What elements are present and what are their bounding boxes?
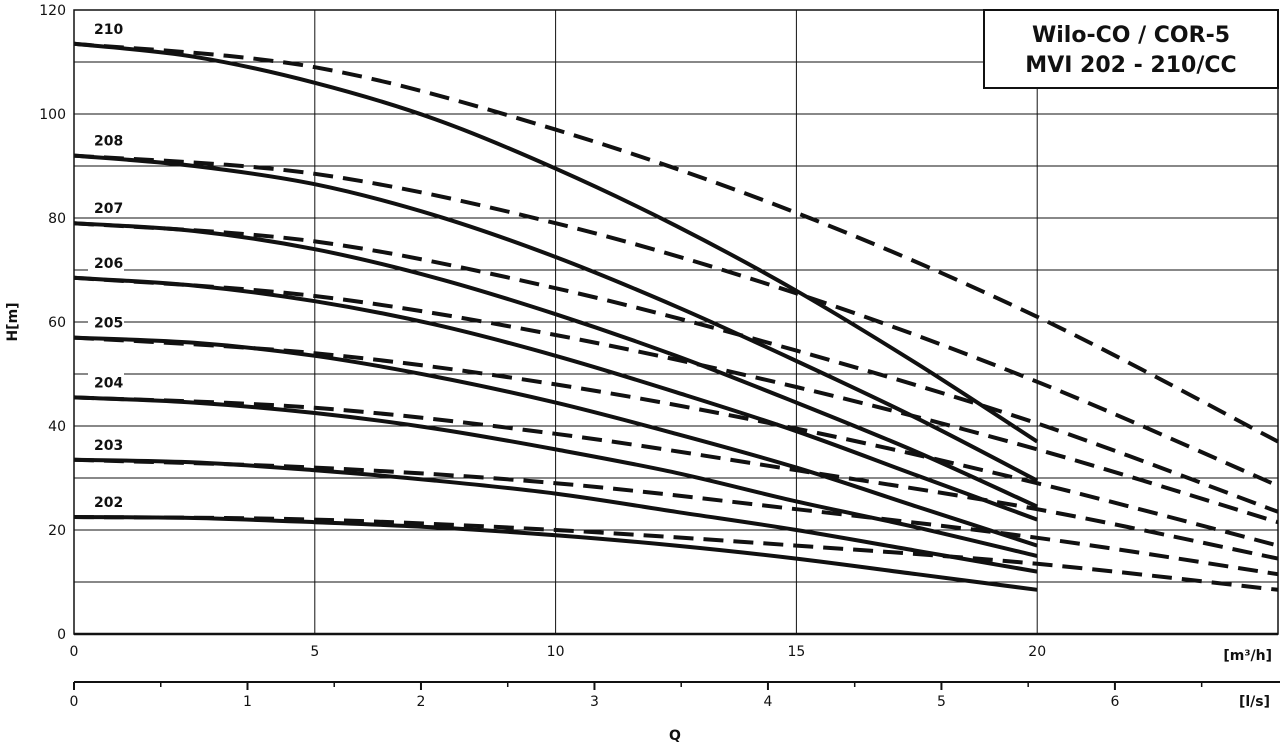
y-tick-label: 40 <box>48 419 66 435</box>
y-tick-label: 60 <box>48 315 66 331</box>
y-axis-ticks: 0 20 40 60 80 100 120 <box>39 3 66 643</box>
curve-label-203: 203 <box>94 438 123 454</box>
title-box-frame <box>983 9 1279 89</box>
y-tick-label: 20 <box>48 523 66 539</box>
curve-208-solid <box>73 153 1039 483</box>
curve-labels: 210 208 207 206 205 204 203 202 <box>88 19 124 511</box>
x-axis-unit-ls: [l/s] <box>1239 694 1270 710</box>
x-tick-label-ls: 3 <box>590 694 599 710</box>
curve-label-bg <box>88 435 124 453</box>
curve-205-solid <box>73 335 1038 548</box>
curve-205-dashed <box>73 335 1279 548</box>
y-axis-title: H[m] <box>5 302 21 341</box>
curve-label-207: 207 <box>94 201 123 217</box>
x-tick-label-m3h: 10 <box>547 644 565 660</box>
x-axis-unit-m3h: [m³/h] <box>1223 648 1272 664</box>
curve-207-dashed <box>73 221 1279 514</box>
x-tick-label-ls: 6 <box>1110 694 1119 710</box>
curve-204-dashed <box>73 395 1279 561</box>
curve-label-bg <box>88 253 124 271</box>
curve-202-solid <box>73 515 1038 592</box>
y-tick-label: 80 <box>48 211 66 227</box>
curve-label-208: 208 <box>94 134 123 150</box>
x-tick-label-ls: 5 <box>937 694 946 710</box>
x-tick-label-m3h: 20 <box>1028 644 1046 660</box>
curve-label-bg <box>88 373 124 391</box>
curve-label-204: 204 <box>94 375 123 391</box>
curve-label-bg <box>88 313 124 331</box>
y-tick-label: 0 <box>57 627 66 643</box>
curve-label-202: 202 <box>94 495 123 511</box>
curve-202-dashed <box>73 515 1279 592</box>
curve-203-dashed <box>73 457 1279 577</box>
chart-title-line-1: Wilo-CO / COR-5 <box>1032 23 1230 48</box>
curve-206-solid <box>73 275 1038 522</box>
grid <box>73 9 1279 636</box>
x-tick-label-ls: 2 <box>417 694 426 710</box>
curve-203-solid <box>73 457 1038 574</box>
curve-207-solid <box>73 221 1039 509</box>
x-tick-label-ls: 4 <box>763 694 772 710</box>
x-tick-label-m3h: 0 <box>70 644 79 660</box>
curve-label-bg <box>88 199 124 217</box>
chart-title-line-2: MVI 202 - 210/CC <box>1025 53 1236 78</box>
curve-label-bg <box>88 131 124 149</box>
x-axis-ticks-ls: 0 1 2 3 4 5 6 <box>70 682 1203 710</box>
curve-210-solid <box>73 41 1039 444</box>
curves <box>73 41 1279 592</box>
y-tick-label: 100 <box>39 107 66 123</box>
curve-label-bg <box>88 19 124 37</box>
curve-label-206: 206 <box>94 256 123 272</box>
curve-206-dashed <box>73 275 1279 525</box>
x-axis-ticks-m3h: 0 5 10 15 20 <box>70 644 1047 660</box>
x-tick-label-ls: 0 <box>70 694 79 710</box>
y-tick-label: 120 <box>39 3 66 19</box>
curve-208-dashed <box>73 153 1279 488</box>
x-tick-label-m3h: 5 <box>310 644 319 660</box>
curve-label-210: 210 <box>94 22 123 38</box>
x-axis-title: Q <box>669 728 681 744</box>
curve-label-bg <box>88 493 124 510</box>
x-tick-label-m3h: 15 <box>787 644 805 660</box>
curve-label-205: 205 <box>94 316 123 332</box>
title-box: Wilo-CO / COR-5 MVI 202 - 210/CC <box>983 9 1279 89</box>
x-tick-label-ls: 1 <box>243 694 252 710</box>
curve-210-dashed <box>73 41 1279 444</box>
